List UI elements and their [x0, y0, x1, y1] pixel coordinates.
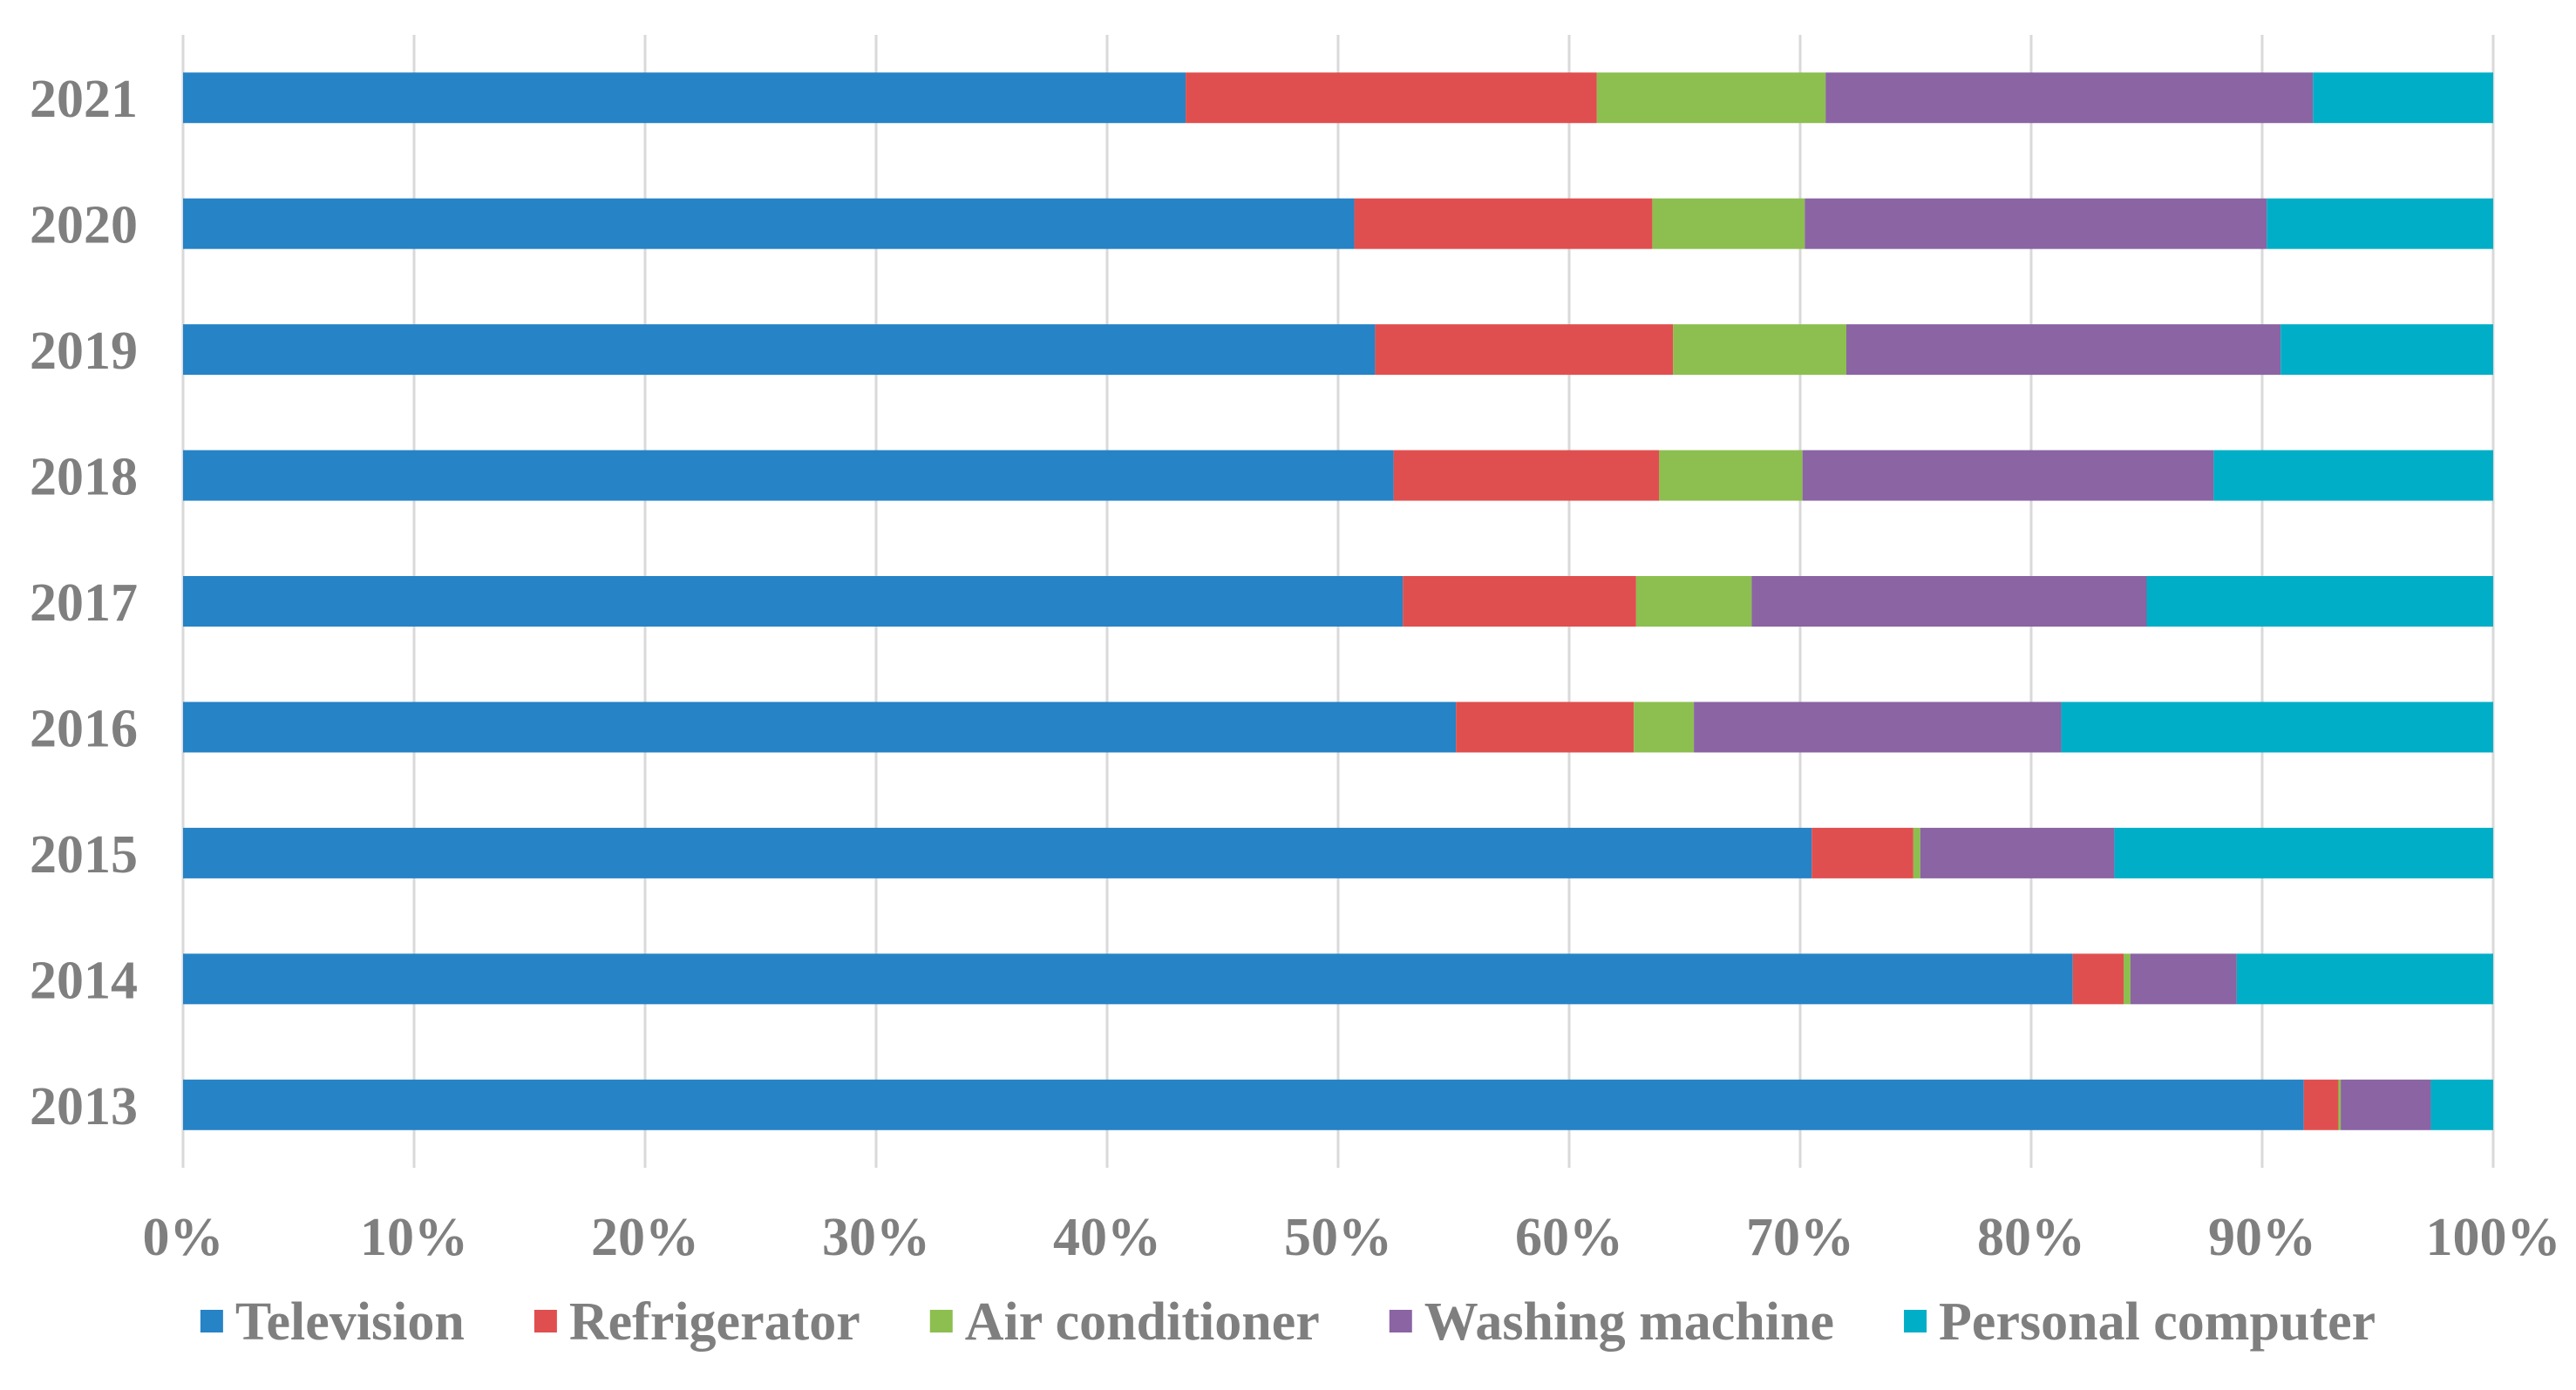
legend-label: Air conditioner — [965, 1292, 1320, 1352]
bars — [183, 72, 2493, 1130]
bar-segment-washing-machine — [1825, 72, 2314, 124]
legend-item: Television — [200, 1292, 465, 1352]
bar-segment-personal-computer — [2146, 576, 2493, 627]
bar-segment-refrigerator — [2303, 1079, 2339, 1130]
y-category-label: 2020 — [30, 196, 138, 255]
y-category-label: 2018 — [30, 448, 138, 507]
y-category-label: 2017 — [30, 573, 138, 633]
bar-segment-air-conditioner — [1596, 72, 1826, 124]
y-category-label: 2013 — [30, 1077, 138, 1136]
bar-segment-personal-computer — [2114, 827, 2493, 878]
bar-segment-personal-computer — [2267, 198, 2493, 249]
category-axis-labels: 2013 2014 2015 2016 2017 2018 2019 2020 2021 — [30, 70, 138, 1136]
legend-swatch — [929, 1310, 953, 1332]
bar-segment-washing-machine — [1802, 450, 2214, 501]
bar-segment-refrigerator — [1375, 324, 1674, 376]
bar-segment-air-conditioner — [1634, 702, 1695, 753]
y-category-label: 2019 — [30, 322, 138, 381]
x-tick-label: 60% — [1515, 1208, 1623, 1267]
bar-segment-television — [183, 324, 1376, 376]
legend: Television Refrigerator Air conditioner Was… — [200, 1292, 2375, 1352]
bar-segment-air-conditioner — [2338, 1079, 2342, 1130]
bar-segment-air-conditioner — [1673, 324, 1846, 376]
y-category-label: 2015 — [30, 825, 138, 885]
bar-segment-television — [183, 953, 2073, 1005]
bar-segment-personal-computer — [2280, 324, 2493, 376]
bar-segment-refrigerator — [2072, 953, 2124, 1005]
y-category-label: 2021 — [30, 70, 138, 129]
bar-segment-washing-machine — [1751, 576, 2147, 627]
bar-segment-television — [183, 450, 1394, 501]
x-tick-label: 40% — [1053, 1208, 1161, 1267]
bar-segment-refrigerator — [1811, 827, 1913, 878]
legend-swatch — [534, 1310, 557, 1332]
x-tick-label: 10% — [360, 1208, 468, 1267]
bar-segment-refrigerator — [1186, 72, 1597, 124]
bar-segment-refrigerator — [1456, 702, 1635, 753]
legend-swatch — [1389, 1310, 1412, 1332]
bar-segment-television — [183, 72, 1186, 124]
legend-item: Washing machine — [1389, 1292, 1834, 1352]
bar-segment-washing-machine — [1805, 198, 2267, 249]
bar-segment-washing-machine — [1920, 827, 2115, 878]
value-axis-labels: 0% 10% 20% 30% 40% 50% 60% 70% 80% 90% 100% — [143, 1208, 2561, 1267]
y-category-label: 2016 — [30, 699, 138, 758]
bar-segment-television — [183, 576, 1404, 627]
bar-segment-washing-machine — [1846, 324, 2281, 376]
bar-segment-personal-computer — [2236, 953, 2493, 1005]
bar-segment-refrigerator — [1393, 450, 1660, 501]
legend-item: Air conditioner — [929, 1292, 1320, 1352]
bar-segment-air-conditioner — [1659, 450, 1803, 501]
x-tick-label: 70% — [1746, 1208, 1854, 1267]
bar-segment-television — [183, 1079, 2304, 1130]
x-tick-label: 30% — [822, 1208, 930, 1267]
x-tick-label: 100% — [2426, 1208, 2561, 1267]
bar-segment-washing-machine — [2341, 1079, 2431, 1130]
bar-segment-television — [183, 827, 1812, 878]
bar-segment-personal-computer — [2313, 72, 2493, 124]
legend-swatch — [200, 1310, 223, 1332]
bar-segment-air-conditioner — [1652, 198, 1805, 249]
legend-label: Television — [235, 1292, 465, 1352]
bar-segment-air-conditioner — [2124, 953, 2131, 1005]
bar-segment-personal-computer — [2430, 1079, 2493, 1130]
bar-segment-television — [183, 198, 1355, 249]
x-tick-label: 0% — [143, 1208, 224, 1267]
bar-segment-air-conditioner — [1635, 576, 1752, 627]
bar-segment-washing-machine — [1694, 702, 2062, 753]
bar-segment-washing-machine — [2130, 953, 2237, 1005]
bar-segment-personal-computer — [2213, 450, 2493, 501]
bar-segment-refrigerator — [1354, 198, 1653, 249]
x-tick-label: 90% — [2208, 1208, 2316, 1267]
legend-item: Refrigerator — [534, 1292, 860, 1352]
x-tick-label: 50% — [1284, 1208, 1392, 1267]
legend-item: Personal computer — [1904, 1292, 2375, 1352]
bar-segment-television — [183, 702, 1457, 753]
y-category-label: 2014 — [30, 951, 138, 1010]
bar-segment-personal-computer — [2061, 702, 2493, 753]
bar-segment-refrigerator — [1403, 576, 1636, 627]
x-tick-label: 80% — [1977, 1208, 2085, 1267]
legend-label: Washing machine — [1424, 1292, 1834, 1352]
x-tick-label: 20% — [591, 1208, 699, 1267]
legend-label: Refrigerator — [569, 1292, 860, 1352]
legend-swatch — [1904, 1310, 1927, 1332]
bar-segment-air-conditioner — [1913, 827, 1920, 878]
legend-label: Personal computer — [1939, 1292, 2375, 1352]
